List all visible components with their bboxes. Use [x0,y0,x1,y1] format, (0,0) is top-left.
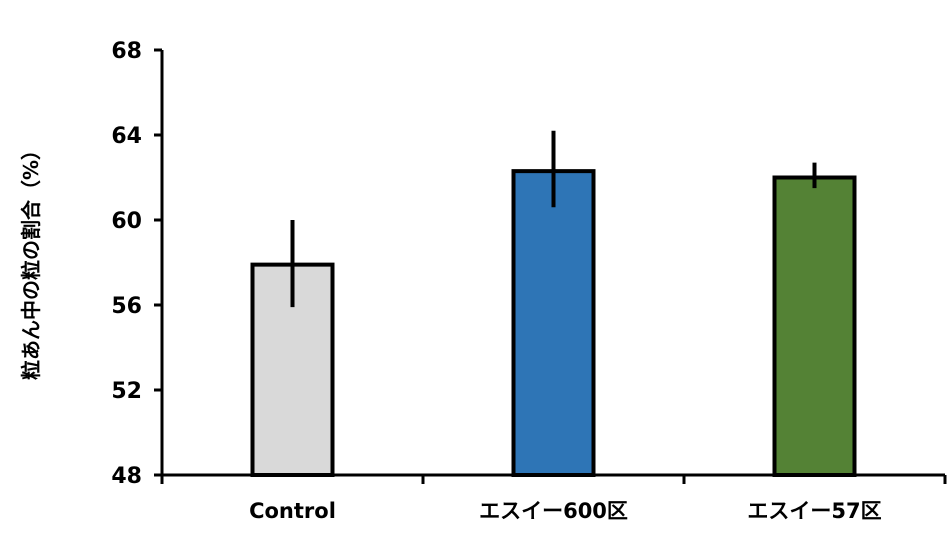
y-axis-title: 粒あん中の粒の割合（%） [19,140,43,380]
x-category-label: Control [249,499,336,523]
bar [772,175,857,477]
x-category-label: エスイー600区 [479,499,628,523]
y-tick-label: 56 [111,294,142,319]
y-tick-label: 68 [111,39,142,64]
y-tick-label: 60 [111,209,142,234]
y-tick-label: 52 [111,379,142,404]
y-tick-label: 64 [111,124,142,149]
y-tick-label: 48 [111,464,142,489]
bar [511,169,596,477]
x-category-label: エスイー57区 [747,499,881,523]
